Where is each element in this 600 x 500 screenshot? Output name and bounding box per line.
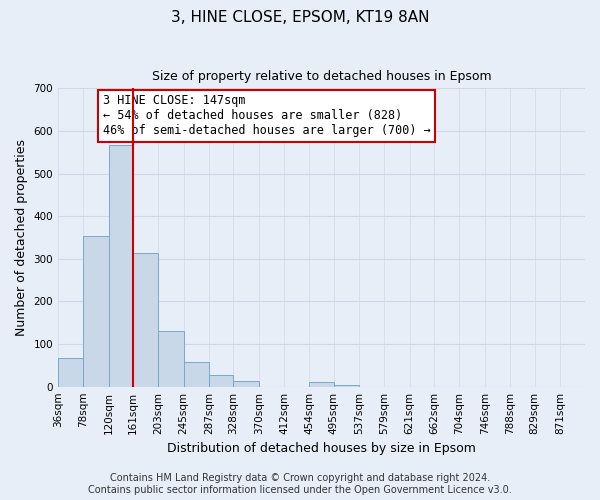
Text: 3 HINE CLOSE: 147sqm
← 54% of detached houses are smaller (828)
46% of semi-deta: 3 HINE CLOSE: 147sqm ← 54% of detached h…	[103, 94, 431, 138]
Title: Size of property relative to detached houses in Epsom: Size of property relative to detached ho…	[152, 70, 491, 83]
Bar	[158, 332, 184, 386]
Bar	[209, 375, 233, 386]
Bar	[233, 381, 259, 386]
Bar	[334, 385, 359, 386]
Bar	[133, 254, 158, 386]
Bar	[184, 362, 209, 386]
Text: Contains HM Land Registry data © Crown copyright and database right 2024.
Contai: Contains HM Land Registry data © Crown c…	[88, 474, 512, 495]
Bar	[109, 144, 133, 386]
X-axis label: Distribution of detached houses by size in Epsom: Distribution of detached houses by size …	[167, 442, 476, 455]
Text: 3, HINE CLOSE, EPSOM, KT19 8AN: 3, HINE CLOSE, EPSOM, KT19 8AN	[171, 10, 429, 25]
Bar	[83, 236, 109, 386]
Bar	[58, 358, 83, 386]
Y-axis label: Number of detached properties: Number of detached properties	[15, 139, 28, 336]
Bar	[309, 382, 334, 386]
